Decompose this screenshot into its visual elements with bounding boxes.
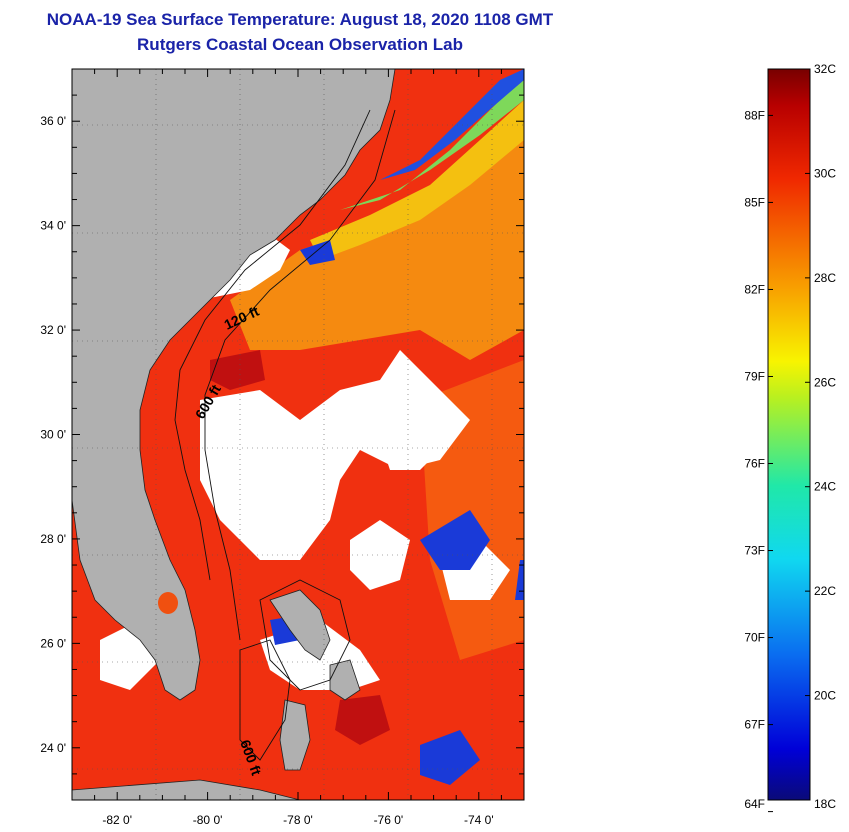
colorbar-c-label: 32C bbox=[814, 62, 836, 76]
lat-tick-label: 36 0' bbox=[40, 114, 66, 128]
colorbar-f-label: 88F bbox=[744, 108, 765, 122]
colorbar-c-label: 30C bbox=[814, 166, 836, 180]
colorbar-f-label: 79F bbox=[744, 369, 765, 383]
lat-tick-label: 28 0' bbox=[40, 532, 66, 546]
land-bahamas bbox=[269, 589, 361, 701]
ocean-blue-band bbox=[380, 69, 524, 180]
map-axis-labels: -82 0' -80 0' -78 0' -76 0' -74 0' 36 0' 34 0'… bbox=[40, 114, 493, 827]
grid-lines bbox=[72, 69, 524, 800]
colorbar-f-label: 82F bbox=[744, 282, 765, 296]
land-lake-okeechobee bbox=[158, 592, 178, 614]
lat-tick-label: 30 0' bbox=[40, 428, 66, 442]
colorbar-f-label: 64F bbox=[744, 797, 765, 811]
lon-tick-label: -82 0' bbox=[102, 813, 132, 827]
colorbar-f-label: 70F bbox=[744, 631, 765, 645]
colorbar-ticks bbox=[768, 68, 810, 813]
colorbar-c-label: 26C bbox=[814, 375, 836, 389]
land-cuba bbox=[72, 779, 301, 800]
colorbar-c-label: 24C bbox=[814, 480, 836, 494]
depth-contours bbox=[174, 109, 396, 761]
colorbar-labels: 32C 30C 28C 26C 24C 22C 20C 18C 88F 85F 82F 79F 76F 7… bbox=[744, 62, 836, 811]
lat-tick-label: 26 0' bbox=[40, 636, 66, 650]
ocean-yellow-band bbox=[310, 100, 524, 260]
lon-tick-label: -74 0' bbox=[464, 813, 494, 827]
colorbar-f-label: 67F bbox=[744, 718, 765, 732]
colorbar-f-label: 76F bbox=[744, 457, 765, 471]
colorbar-f-label: 73F bbox=[744, 544, 765, 558]
land-southeast-us bbox=[72, 69, 396, 701]
lon-tick-label: -80 0' bbox=[193, 813, 223, 827]
sst-map bbox=[72, 69, 524, 800]
land-andros bbox=[279, 699, 311, 771]
lon-tick-label: -76 0' bbox=[374, 813, 404, 827]
hot-patches bbox=[210, 350, 390, 745]
map-axis-ticks bbox=[71, 68, 525, 801]
colorbar-gradient bbox=[767, 68, 811, 801]
lat-tick-label: 32 0' bbox=[40, 323, 66, 337]
map-subtitle: Rutgers Coastal Ocean Observation Lab bbox=[137, 35, 463, 54]
lat-tick-label: 24 0' bbox=[40, 741, 66, 755]
colorbar-c-label: 18C bbox=[814, 797, 836, 811]
colorbar-c-label: 20C bbox=[814, 689, 836, 703]
map-title: NOAA-19 Sea Surface Temperature: August … bbox=[46, 10, 554, 29]
colorbar-c-label: 28C bbox=[814, 271, 836, 285]
lon-tick-label: -78 0' bbox=[283, 813, 313, 827]
colorbar-c-label: 22C bbox=[814, 584, 836, 598]
sst-colorbar: 32C 30C 28C 26C 24C 22C 20C 18C 88F 85F 82F 79F 76F 7… bbox=[744, 62, 836, 813]
colorbar-f-label: 85F bbox=[744, 195, 765, 209]
lat-tick-label: 34 0' bbox=[40, 219, 66, 233]
